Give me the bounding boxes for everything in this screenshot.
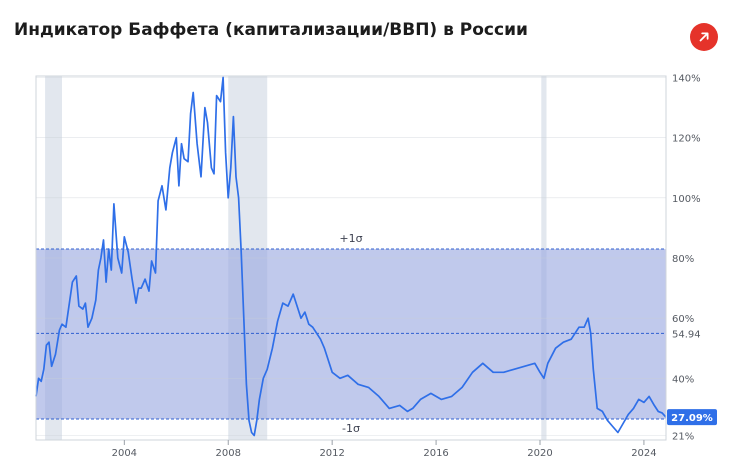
sigma-band <box>36 248 666 419</box>
y-tick-label: 21% <box>672 431 694 442</box>
x-tick-label: 2016 <box>423 448 448 459</box>
arrow-up-right-icon <box>699 32 709 42</box>
lower-sigma-label: -1σ <box>342 422 360 435</box>
open-chart-button[interactable] <box>690 23 718 51</box>
current-value-badge <box>667 409 717 426</box>
mean-label: 54.94 <box>672 329 701 340</box>
x-tick-label: 2004 <box>112 448 137 459</box>
x-tick-label: 2024 <box>631 448 656 459</box>
y-tick-label: 40% <box>672 374 694 385</box>
y-tick-label: 140% <box>672 74 701 85</box>
plot-frame <box>35 75 667 441</box>
y-tick-label: 120% <box>672 134 701 145</box>
x-tick-label: 2012 <box>319 448 344 459</box>
chart-title: Индикатор Баффета (капитализации/ВВП) в … <box>14 20 528 40</box>
x-tick-label: 2020 <box>527 448 552 459</box>
y-tick-label: 60% <box>672 314 694 325</box>
series-line <box>35 76 667 437</box>
y-tick-label: 100% <box>672 194 701 205</box>
buffett-indicator-chart: 2004 2008 2012 2016 2020 2024 140% 120% 100% 80% 6… <box>35 74 717 459</box>
upper-sigma-label: +1σ <box>339 232 362 245</box>
y-tick-label: 80% <box>672 254 694 265</box>
current-value-label: 27.09% <box>671 413 713 424</box>
x-tick-label: 2008 <box>216 448 241 459</box>
